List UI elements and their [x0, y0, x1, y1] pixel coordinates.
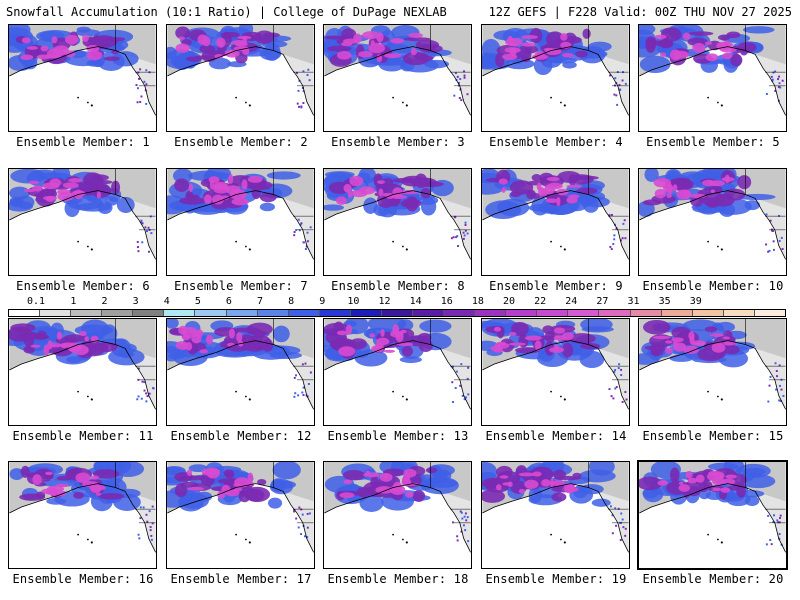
legend-label: 20	[503, 296, 516, 307]
legend-swatch	[195, 310, 227, 316]
legend-swatch	[40, 310, 72, 316]
ensemble-member-map-9	[481, 168, 630, 276]
ensemble-member-label-12: Ensemble Member: 12	[170, 429, 312, 443]
ensemble-member-map-20	[638, 461, 787, 569]
ensemble-member-label-20: Ensemble Member: 20	[642, 572, 784, 586]
legend-labels: 0.1 1 2 3 4 5 6 7 8 9 10 12 14 16 18 20 22 24 27 31 35 39	[8, 296, 786, 308]
ensemble-member-label-3: Ensemble Member: 3	[331, 135, 465, 149]
ensemble-member-label-9: Ensemble Member: 9	[489, 279, 623, 293]
legend-label: 18	[471, 296, 484, 307]
ensemble-member-label-15: Ensemble Member: 15	[642, 429, 784, 443]
legend-label: 8	[288, 296, 295, 307]
legend-swatch	[164, 310, 196, 316]
legend-swatch	[537, 310, 569, 316]
ensemble-member-label-14: Ensemble Member: 14	[485, 429, 627, 443]
ensemble-member-label-19: Ensemble Member: 19	[485, 572, 627, 586]
ensemble-member-label-7: Ensemble Member: 7	[174, 279, 308, 293]
legend-swatch	[475, 310, 507, 316]
ensemble-member-map-12	[166, 318, 315, 426]
ensemble-member-label-8: Ensemble Member: 8	[331, 279, 465, 293]
legend-label: 12	[378, 296, 391, 307]
valid-time-label: 12Z GEFS | F228 Valid: 00Z THU NOV 27 20…	[488, 5, 792, 19]
legend-swatch	[71, 310, 103, 316]
ensemble-member-map-6	[8, 168, 157, 276]
ensemble-member-map-2	[166, 24, 315, 132]
legend-label: 10	[347, 296, 360, 307]
legend-swatch	[754, 310, 785, 316]
legend-swatch	[723, 310, 755, 316]
ensemble-member-label-10: Ensemble Member: 10	[642, 279, 784, 293]
legend-swatch	[133, 310, 165, 316]
legend-label: 1	[70, 296, 77, 307]
ensemble-member-map-19	[481, 461, 630, 569]
ensemble-member-map-7	[166, 168, 315, 276]
ensemble-member-label-5: Ensemble Member: 5	[646, 135, 780, 149]
ensemble-member-map-18	[323, 461, 472, 569]
ensemble-member-map-16	[8, 461, 157, 569]
legend-label: 5	[194, 296, 201, 307]
ensemble-member-label-13: Ensemble Member: 13	[327, 429, 469, 443]
ensemble-member-map-13	[323, 318, 472, 426]
legend-swatch	[226, 310, 258, 316]
legend-label: 2	[101, 296, 108, 307]
legend-label: 22	[534, 296, 547, 307]
ensemble-member-label-11: Ensemble Member: 11	[12, 429, 154, 443]
legend-swatch	[692, 310, 724, 316]
legend-swatch	[9, 310, 41, 316]
legend-label: 16	[440, 296, 453, 307]
ensemble-member-map-1	[8, 24, 157, 132]
legend-label: 3	[132, 296, 139, 307]
ensemble-member-map-5	[638, 24, 787, 132]
legend-swatch	[413, 310, 445, 316]
ensemble-member-label-16: Ensemble Member: 16	[12, 572, 154, 586]
ensemble-member-map-3	[323, 24, 472, 132]
legend-label: 14	[409, 296, 422, 307]
figure-title: Snowfall Accumulation (10:1 Ratio) | Col…	[6, 5, 447, 19]
legend-label: 31	[627, 296, 640, 307]
legend-swatch	[444, 310, 476, 316]
legend-label: 7	[257, 296, 264, 307]
ensemble-member-label-6: Ensemble Member: 6	[16, 279, 150, 293]
ensemble-member-map-4	[481, 24, 630, 132]
legend-label: 6	[225, 296, 232, 307]
legend-label: 35	[658, 296, 671, 307]
legend-swatch	[661, 310, 693, 316]
legend-swatch	[257, 310, 289, 316]
snowfall-color-legend	[8, 309, 786, 317]
ensemble-member-map-8	[323, 168, 472, 276]
ensemble-member-label-17: Ensemble Member: 17	[170, 572, 312, 586]
legend-swatch	[288, 310, 320, 316]
legend-swatch	[506, 310, 538, 316]
ensemble-member-map-17	[166, 461, 315, 569]
ensemble-member-label-4: Ensemble Member: 4	[489, 135, 623, 149]
legend-label: 9	[319, 296, 326, 307]
legend-swatch	[630, 310, 662, 316]
legend-label: 27	[596, 296, 609, 307]
ensemble-member-label-2: Ensemble Member: 2	[174, 135, 308, 149]
legend-swatch	[102, 310, 134, 316]
ensemble-member-label-18: Ensemble Member: 18	[327, 572, 469, 586]
legend-label: 39	[689, 296, 702, 307]
legend-swatch	[319, 310, 351, 316]
legend-label: 24	[565, 296, 578, 307]
ensemble-member-map-10	[638, 168, 787, 276]
legend-swatch	[568, 310, 600, 316]
ensemble-member-map-11	[8, 318, 157, 426]
legend-label: 0.1	[26, 296, 46, 307]
legend-swatch	[599, 310, 631, 316]
ensemble-member-label-1: Ensemble Member: 1	[16, 135, 150, 149]
legend-swatch	[381, 310, 414, 316]
ensemble-member-map-14	[481, 318, 630, 426]
legend-label: 4	[163, 296, 170, 307]
legend-swatch	[350, 310, 382, 316]
ensemble-member-map-15	[638, 318, 787, 426]
